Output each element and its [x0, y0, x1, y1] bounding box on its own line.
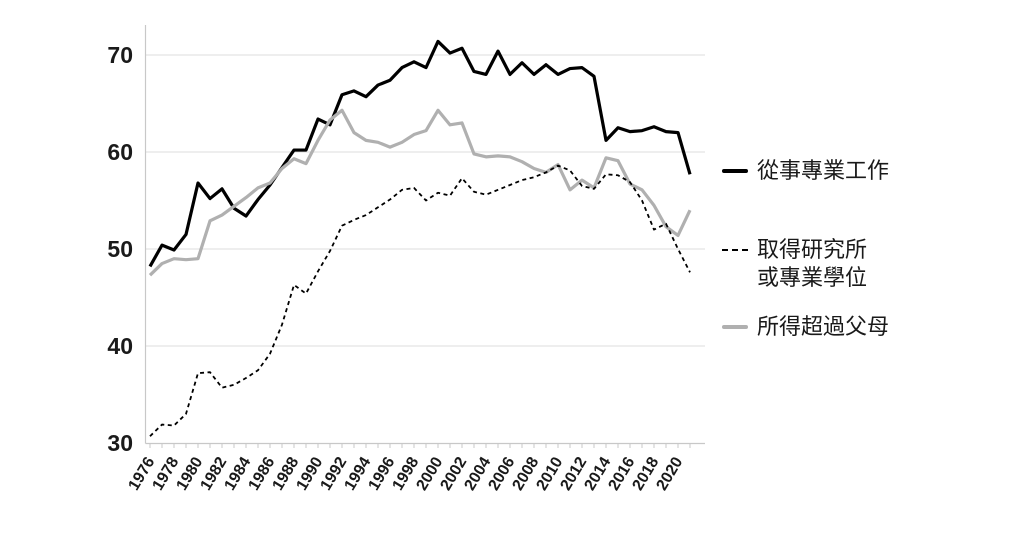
series-line-1-dashed: [149, 164, 691, 437]
y-tick-label-30: 30: [107, 430, 133, 456]
legend-item-professional-job: 從事專業工作: [722, 157, 1022, 185]
x-tick-label-2020: 2020: [654, 454, 687, 493]
legend-item-income-exceeds-parents: 所得超過父母: [722, 313, 1022, 341]
series-line-0-solid: [148, 39, 692, 268]
y-tick-label-60: 60: [107, 139, 133, 165]
dashed-black-line-swatch-icon: [722, 249, 748, 251]
y-tick-label-40: 40: [107, 333, 133, 359]
legend-label-line: 從事專業工作: [757, 158, 890, 183]
solid-black-line-swatch-icon: [722, 169, 748, 173]
legend-label-line: 所得超過父母: [757, 314, 890, 339]
legend-label: 從事專業工作: [757, 157, 889, 185]
legend-label-line: 取得研究所: [757, 237, 868, 262]
legend-label: 取得研究所 或專業學位: [757, 236, 867, 292]
series-line-2-solid: [148, 108, 692, 277]
legend-label-line: 或專業學位: [757, 265, 868, 290]
legend-label: 所得超過父母: [757, 313, 889, 341]
y-tick-label-50: 50: [107, 236, 133, 262]
y-tick-label-70: 70: [107, 42, 133, 68]
legend-item-graduate-degree: 取得研究所 或專業學位: [722, 236, 1022, 292]
solid-gray-line-swatch-icon: [722, 325, 748, 329]
